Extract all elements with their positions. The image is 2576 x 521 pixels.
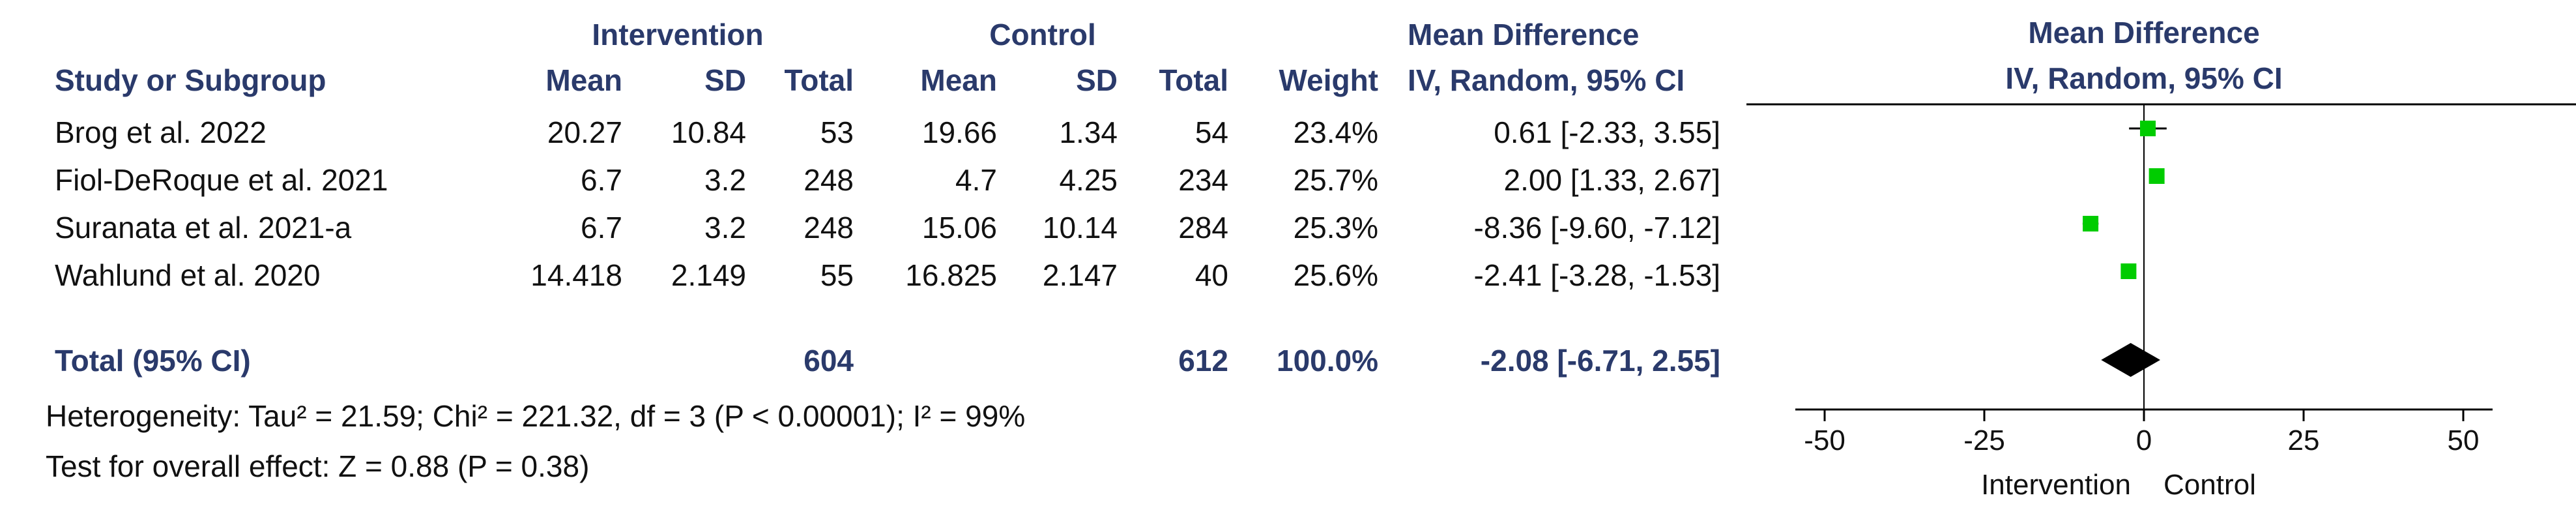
- x-tick-label: 50: [2448, 424, 2480, 456]
- header-group-control: Control: [989, 18, 1096, 52]
- pooled-diamond: [2101, 343, 2160, 377]
- intervention-mean: 20.27: [547, 115, 622, 149]
- intervention-mean: 6.7: [581, 163, 622, 197]
- header-weight: Weight: [1279, 63, 1378, 97]
- control-sd: 1.34: [1059, 115, 1118, 149]
- control-mean: 19.66: [921, 115, 997, 149]
- forest-plot: Mean Difference IV, Random, 95% CI -50 -2…: [1746, 16, 2576, 501]
- study-marker: [2120, 263, 2137, 279]
- favours-control-label: Control: [2164, 469, 2256, 501]
- study-weight: 25.6%: [1293, 258, 1378, 292]
- control-total: 40: [1194, 258, 1228, 292]
- x-tick-label: -50: [1804, 424, 1845, 456]
- header-intervention-sd: SD: [704, 63, 746, 97]
- study-name: Brog et al. 2022: [55, 115, 267, 149]
- control-total: 234: [1178, 163, 1228, 197]
- header-control-mean: Mean: [920, 63, 997, 97]
- total-ci-text: -2.08 [-6.71, 2.55]: [1480, 344, 1720, 378]
- intervention-total: 55: [820, 258, 854, 292]
- x-tick-label: 0: [2136, 424, 2152, 456]
- heterogeneity-text: Heterogeneity: Tau² = 21.59; Chi² = 221.…: [46, 399, 1026, 433]
- study-ci-text: -8.36 [-9.60, -7.12]: [1473, 211, 1720, 245]
- intervention-sd: 3.2: [704, 211, 746, 245]
- intervention-mean: 6.7: [581, 211, 622, 245]
- total-intervention-n: 604: [803, 344, 854, 378]
- intervention-mean: 14.418: [530, 258, 622, 292]
- intervention-sd: 10.84: [671, 115, 746, 149]
- header-study: Study or Subgroup: [55, 63, 326, 97]
- intervention-sd: 3.2: [704, 163, 746, 197]
- header-md-method: IV, Random, 95% CI: [1408, 63, 1685, 97]
- header-group-intervention: Intervention: [592, 18, 764, 52]
- study-marker: [2139, 121, 2156, 136]
- intervention-total: 53: [820, 115, 854, 149]
- total-label: Total (95% CI): [55, 344, 251, 378]
- plot-title: Mean Difference: [2028, 16, 2259, 50]
- study-weight: 25.3%: [1293, 211, 1378, 245]
- total-weight: 100.0%: [1276, 344, 1378, 378]
- study-name: Wahlund et al. 2020: [55, 258, 321, 292]
- control-sd: 2.147: [1042, 258, 1118, 292]
- header-intervention-mean: Mean: [545, 63, 622, 97]
- control-sd: 4.25: [1059, 163, 1118, 197]
- study-name: Fiol-DeRoque et al. 2021: [55, 163, 388, 197]
- study-name: Suranata et al. 2021-a: [55, 211, 352, 245]
- intervention-sd: 2.149: [671, 258, 746, 292]
- control-sd: 10.14: [1042, 211, 1118, 245]
- x-tick-label: 25: [2288, 424, 2320, 456]
- study-ci-text: -2.41 [-3.28, -1.53]: [1473, 258, 1720, 292]
- control-mean: 15.06: [921, 211, 997, 245]
- study-weight: 25.7%: [1293, 163, 1378, 197]
- study-ci-text: 0.61 [-2.33, 3.55]: [1494, 115, 1720, 149]
- study-ci-text: 2.00 [1.33, 2.67]: [1503, 163, 1721, 197]
- control-total: 284: [1178, 211, 1228, 245]
- control-mean: 4.7: [955, 163, 997, 197]
- total-control-n: 612: [1178, 344, 1228, 378]
- favours-intervention-label: Intervention: [1981, 469, 2131, 501]
- header-control-sd: SD: [1076, 63, 1118, 97]
- intervention-total: 248: [803, 211, 854, 245]
- study-weight: 23.4%: [1293, 115, 1378, 149]
- control-mean: 16.825: [905, 258, 997, 292]
- x-tick-label: -25: [1963, 424, 2005, 456]
- intervention-total: 248: [803, 163, 854, 197]
- study-marker: [2149, 168, 2165, 184]
- study-marker: [2083, 216, 2099, 231]
- control-total: 54: [1194, 115, 1228, 149]
- header-control-total: Total: [1159, 63, 1228, 97]
- plot-method: IV, Random, 95% CI: [2005, 61, 2282, 95]
- overall-effect-text: Test for overall effect: Z = 0.88 (P = 0…: [46, 449, 590, 483]
- header-intervention-total: Total: [784, 63, 854, 97]
- header-md-title: Mean Difference: [1408, 18, 1640, 52]
